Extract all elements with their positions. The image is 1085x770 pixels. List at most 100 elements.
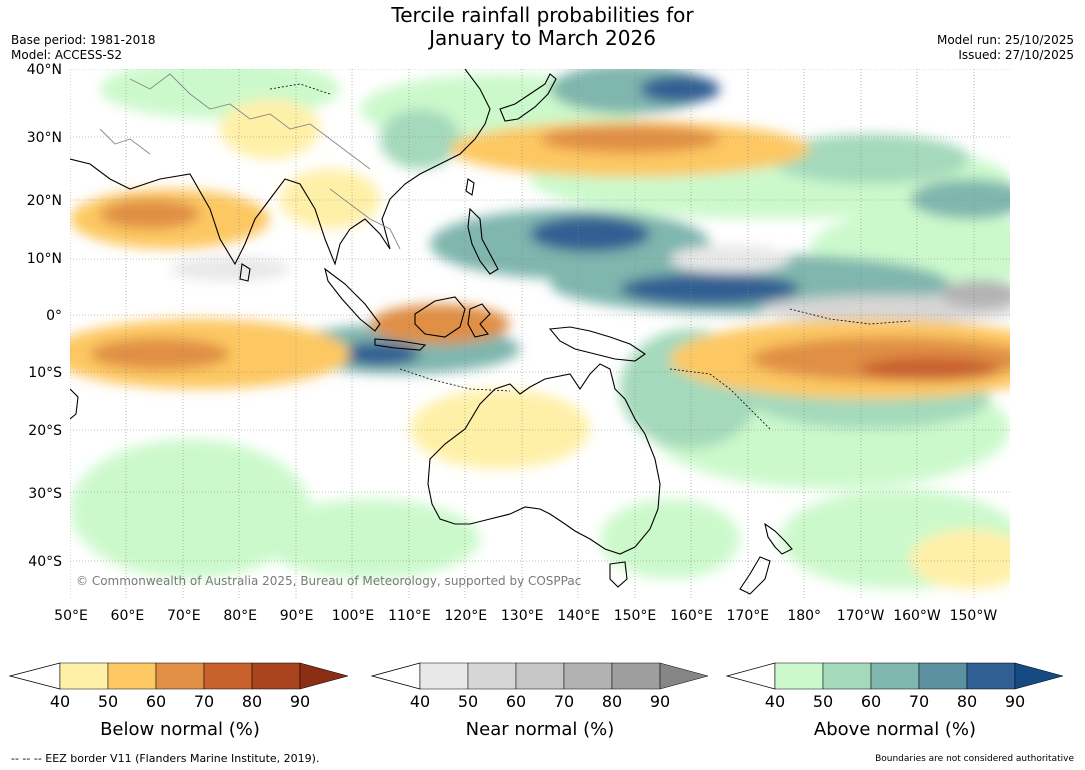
africa-coast: [70, 388, 79, 420]
colorbar-tick-label: 50: [812, 692, 834, 711]
colorbar-tick-label: 90: [289, 692, 311, 711]
near-arrow-right: [659, 662, 709, 690]
lon-label: 90°E: [279, 608, 314, 624]
eez-borders: [269, 83, 911, 430]
above-40-50: [774, 662, 824, 690]
lat-label: 30°S: [28, 486, 62, 502]
above-normal-title: Above normal (%): [813, 719, 977, 740]
meta-left: Base period: 1981-2018 Model: ACCESS-S2: [11, 33, 156, 63]
asia-coast: [70, 69, 491, 266]
map-title: Tercile rainfall probabilities for Janua…: [0, 4, 1085, 50]
colorbar-tick-label: 70: [553, 692, 575, 711]
lon-label: 140°E: [557, 608, 600, 624]
lat-label: 20°N: [26, 193, 62, 209]
issued-date: Issued: 27/10/2025: [958, 48, 1074, 62]
below-80-90: [251, 662, 301, 690]
lat-label: 10°N: [26, 251, 62, 267]
lon-label: 170°W: [836, 608, 885, 624]
colorbar-tick-label: 50: [457, 692, 479, 711]
lon-label: 160°E: [670, 608, 713, 624]
java-coast: [374, 338, 427, 351]
above-60-70: [870, 662, 920, 690]
probability-field: [70, 69, 1010, 589]
colorbar-tick-label: 60: [860, 692, 882, 711]
title-line-2: January to March 2026: [429, 26, 656, 50]
new-guinea-coast: [548, 326, 646, 362]
lon-label: 120°E: [444, 608, 488, 624]
lon-label: 180°: [787, 608, 822, 624]
above-50-60: [822, 662, 872, 690]
colorbar-above: [725, 662, 1064, 690]
rainfall-map: [70, 69, 1010, 599]
lon-label: 150°E: [613, 608, 657, 624]
below-50-60: [107, 662, 157, 690]
lon-label: 170°E: [726, 608, 770, 624]
meta-right: Model run: 25/10/2025 Issued: 27/10/2025: [937, 33, 1074, 63]
lon-label: 70°E: [166, 608, 201, 624]
japan-coast: [499, 73, 557, 122]
colorbar-tick-label: 60: [145, 692, 167, 711]
colorbar-tick-label: 40: [409, 692, 431, 711]
tasmania-coast: [609, 561, 628, 588]
borneo-coast: [414, 296, 466, 338]
boundary-disclaimer: Boundaries are not considered authoritat…: [875, 754, 1074, 764]
sri-lanka-coast: [239, 263, 251, 282]
copyright-notice: © Commonwealth of Australia 2025, Bureau…: [76, 574, 582, 588]
lat-label: 20°S: [28, 423, 62, 439]
above-arrow-left: [725, 662, 776, 690]
colorbar-tick-label: 70: [193, 692, 215, 711]
colorbar-tick-label: 40: [49, 692, 71, 711]
below-arrow-left: [8, 662, 61, 690]
near-normal-title: Near normal (%): [465, 719, 615, 740]
below-60-70: [155, 662, 205, 690]
near-50-60: [467, 662, 517, 690]
model-name: Model: ACCESS-S2: [11, 48, 123, 62]
above-70-80: [918, 662, 968, 690]
lon-label: 100°E: [331, 608, 375, 624]
lon-label: 50°E: [54, 608, 88, 624]
taiwan-coast: [465, 178, 475, 196]
coastlines: [70, 69, 793, 595]
below-arrow-right: [299, 662, 349, 690]
philippines-coast: [467, 207, 499, 275]
colorbar-tick-label: 80: [241, 692, 263, 711]
lon-label: 160°W: [893, 608, 941, 624]
country-borders: [99, 73, 401, 250]
eez-border-note: -- -- -- EEZ border V11 (Flanders Marine…: [11, 752, 320, 765]
lat-label: 40°S: [28, 554, 62, 570]
near-40-50: [419, 662, 469, 690]
lat-label: 30°N: [26, 130, 62, 146]
colorbar-below: [8, 662, 349, 690]
colorbar-tick-label: 90: [1004, 692, 1026, 711]
model-run: Model run: 25/10/2025: [936, 33, 1074, 47]
below-40-50: [59, 662, 109, 690]
lat-label: 40°N: [26, 62, 62, 78]
above-80-90: [966, 662, 1016, 690]
lon-label: 80°E: [223, 608, 258, 624]
base-period: Base period: 1981-2018: [11, 33, 156, 47]
lat-label: 0°: [46, 308, 62, 324]
colorbar-tick-label: 80: [956, 692, 978, 711]
sulawesi-coast: [467, 303, 491, 338]
colorbar-near: [370, 662, 709, 690]
below-70-80: [203, 662, 253, 690]
near-60-70: [515, 662, 565, 690]
new-zealand-coast: [739, 522, 793, 595]
lat-label: 10°S: [28, 365, 62, 381]
graticule: [70, 69, 1010, 599]
above-arrow-right: [1014, 662, 1064, 690]
colorbar-tick-label: 90: [649, 692, 671, 711]
colorbar-tick-label: 70: [908, 692, 930, 711]
sumatra-coast: [324, 267, 381, 332]
near-arrow-left: [370, 662, 421, 690]
colorbars: [8, 662, 1064, 690]
near-80-90: [611, 662, 661, 690]
lon-label: 60°E: [110, 608, 145, 624]
colorbar-tick-label: 50: [97, 692, 119, 711]
below-normal-title: Below normal (%): [100, 719, 260, 740]
colorbar-tick-label: 60: [505, 692, 527, 711]
title-line-1: Tercile rainfall probabilities for: [391, 3, 694, 27]
australia-coast: [427, 363, 661, 555]
lon-label: 130°E: [500, 608, 544, 624]
colorbar-tick-label: 80: [601, 692, 623, 711]
